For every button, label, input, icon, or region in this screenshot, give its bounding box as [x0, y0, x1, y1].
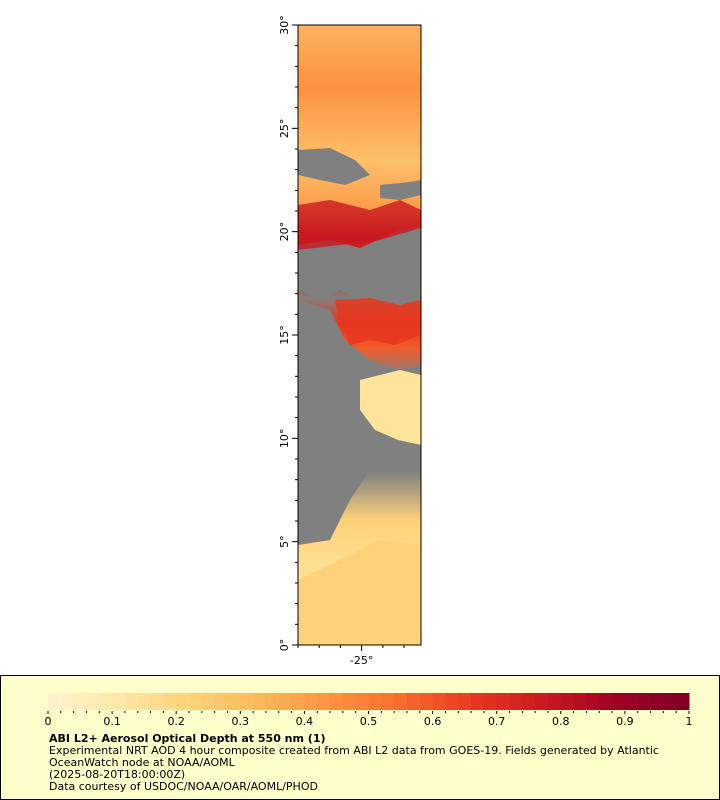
caption-timestamp: (2025-08-20T18:00:00Z)	[49, 768, 186, 781]
colorbar-cell	[99, 693, 113, 710]
colorbar-cell	[483, 693, 498, 710]
colorbar-cell	[86, 693, 100, 710]
colorbar-cell	[586, 693, 600, 710]
legend-panel: 0 0.1 0.2 0.3 0.4 0.5 0.6 0.7 0.8 0.9 1 ABI L2+ Ae…	[0, 675, 720, 800]
colorbar-cell	[124, 693, 139, 710]
colorbar-tick-label: 0.5	[360, 715, 378, 728]
colorbar-tick-label: 0.7	[488, 715, 506, 728]
latitude-axis: 0° 5° 10° 15° 20° 25° 30°	[278, 15, 298, 651]
colorbar-cell	[509, 693, 523, 710]
lat-tick-label: 15°	[278, 325, 291, 345]
colorbar-cell	[573, 693, 587, 710]
colorbar-cell	[612, 693, 626, 710]
colorbar-tick-label: 0.8	[552, 715, 570, 728]
colorbar-cell	[394, 693, 408, 710]
colorbar-cell	[240, 693, 254, 710]
colorbar-cell	[535, 693, 549, 710]
colorbar-cell	[522, 693, 536, 710]
colorbar-cell	[112, 693, 126, 710]
colorbar-cell	[650, 693, 664, 710]
colorbar-cell	[406, 693, 421, 710]
colorbar-cell	[227, 693, 241, 710]
colorbar-cell	[48, 693, 62, 710]
colorbar-cell	[381, 693, 395, 710]
cloud-gaps-north	[298, 148, 370, 185]
colorbar: 0 0.1 0.2 0.3 0.4 0.5 0.6 0.7 0.8 0.9 1	[45, 693, 693, 728]
colorbar-tick-label: 0.1	[103, 715, 121, 728]
colorbar-cell	[253, 693, 267, 710]
colorbar-cell	[663, 693, 677, 710]
longitude-axis: -25°	[297, 645, 405, 667]
colorbar-cells	[48, 693, 690, 710]
colorbar-cell	[265, 693, 280, 710]
colorbar-cell	[624, 693, 639, 710]
aod-map: 0° 5° 10° 15° 20° 25° 30° -25°	[278, 15, 422, 667]
colorbar-cell	[547, 693, 562, 710]
caption-credit: Data courtesy of USDOC/NOAA/OAR/AOML/PHO…	[49, 780, 318, 793]
colorbar-cell	[304, 693, 318, 710]
colorbar-cell	[432, 693, 446, 710]
colorbar-cell	[317, 693, 331, 710]
lat-tick-label: 20°	[278, 222, 291, 242]
colorbar-cell	[201, 693, 216, 710]
caption-description: Experimental NRT AOD 4 hour composite cr…	[49, 744, 659, 769]
lat-tick-label: 30°	[278, 15, 291, 35]
colorbar-cell	[368, 693, 382, 710]
colorbar-tick-label: 0.9	[616, 715, 634, 728]
colorbar-cell	[676, 693, 690, 710]
colorbar-cell	[176, 693, 190, 710]
colorbar-cell	[137, 693, 152, 710]
light-aerosol-south	[298, 540, 421, 645]
colorbar-cell	[163, 693, 177, 710]
map-field	[297, 24, 422, 646]
colorbar-cell	[150, 693, 164, 710]
colorbar-cell	[419, 693, 434, 710]
aerosol-plume-1	[335, 298, 421, 345]
colorbar-cell	[637, 693, 652, 710]
aerosol-plume-2	[298, 200, 421, 250]
colorbar-cell	[599, 693, 613, 710]
colorbar-ticks: 0 0.1 0.2 0.3 0.4 0.5 0.6 0.7 0.8 0.9 1	[45, 711, 693, 728]
lat-tick-label: 25°	[278, 119, 291, 139]
cloud-gaps-north-2	[380, 180, 421, 200]
colorbar-cell	[60, 693, 75, 710]
colorbar-cell	[458, 693, 472, 710]
colorbar-cell	[291, 693, 305, 710]
colorbar-tick-label: 0.4	[296, 715, 314, 728]
lat-tick-label: 5°	[278, 535, 291, 548]
colorbar-cell	[496, 693, 511, 710]
light-aerosol-patch	[360, 370, 421, 445]
lat-tick-label: 10°	[278, 429, 291, 449]
colorbar-cell	[330, 693, 344, 710]
colorbar-cell	[73, 693, 87, 710]
colorbar-tick-label: 1	[686, 715, 693, 728]
caption-title: ABI L2+ Aerosol Optical Depth at 550 nm …	[49, 732, 326, 745]
colorbar-cell	[189, 693, 203, 710]
lat-tick-label: 0°	[278, 639, 291, 652]
colorbar-tick-label: 0	[45, 715, 52, 728]
colorbar-tick-label: 0.2	[167, 715, 185, 728]
caption: ABI L2+ Aerosol Optical Depth at 550 nm …	[49, 733, 699, 793]
colorbar-cell	[445, 693, 459, 710]
colorbar-tick-label: 0.6	[424, 715, 442, 728]
no-data-region-2	[298, 300, 421, 545]
colorbar-cell	[355, 693, 369, 710]
colorbar-cell	[471, 693, 485, 710]
colorbar-cell	[214, 693, 228, 710]
colorbar-cell	[342, 693, 357, 710]
colorbar-tick-label: 0.3	[232, 715, 250, 728]
colorbar-cell	[278, 693, 293, 710]
lon-tick-label: -25°	[350, 654, 373, 667]
colorbar-cell	[560, 693, 575, 710]
